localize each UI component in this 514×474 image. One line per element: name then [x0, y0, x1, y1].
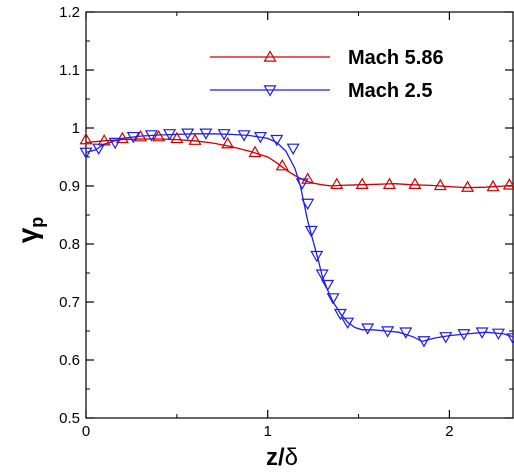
- data-point-marker: [133, 129, 148, 142]
- data-point-marker: [433, 178, 447, 191]
- triangle-up-icon: [263, 50, 277, 62]
- data-point-marker: [152, 129, 166, 142]
- data-point-marker: [341, 317, 355, 330]
- y-tick-label: 0.7: [59, 294, 80, 311]
- data-point-marker: [417, 336, 431, 348]
- y-tick-label: 1: [72, 120, 80, 137]
- data-point-marker: [321, 279, 335, 292]
- data-point-marker: [92, 143, 106, 156]
- data-point-marker: [144, 130, 158, 142]
- data-point-marker: [217, 129, 231, 141]
- data-point-marker: [79, 147, 93, 160]
- data-point-marker: [237, 130, 251, 142]
- data-point-marker: [439, 332, 453, 344]
- y-tick-label: 0.8: [59, 236, 80, 253]
- data-point-marker: [461, 180, 475, 192]
- axis-ticks: [85, 11, 513, 419]
- data-point-marker: [506, 333, 514, 345]
- data-point-marker: [408, 177, 422, 189]
- y-tick-label: 0.9: [59, 178, 80, 195]
- data-point-marker: [115, 131, 129, 144]
- plot-frame: [85, 11, 514, 419]
- data-point-marker: [502, 178, 514, 190]
- x-tick-label: 2: [445, 423, 453, 440]
- legend: Mach 5.86 Mach 2.5: [210, 47, 444, 102]
- data-point-marker: [355, 177, 369, 189]
- data-point-marker: [315, 269, 329, 281]
- axis-tick-labels: 0.5 0.6 0.7 0.8 0.9 1 1.1 1.2 0 1 2: [59, 4, 453, 440]
- y-tick-label: 1.2: [59, 4, 80, 21]
- data-point-marker: [301, 198, 315, 211]
- data-point-marker: [79, 132, 93, 145]
- series-line-mach-2-5: [86, 133, 514, 343]
- data-point-marker: [304, 225, 318, 238]
- data-point-marker: [491, 328, 505, 341]
- x-tick-label: 0: [82, 423, 90, 440]
- y-axis-title: γp: [12, 217, 47, 244]
- data-point-marker: [163, 129, 177, 141]
- legend-label: Mach 5.86: [348, 47, 444, 69]
- data-point-marker: [270, 134, 284, 147]
- series-markers: [79, 128, 514, 348]
- data-point-marker: [381, 326, 395, 338]
- data-point-marker: [286, 143, 300, 156]
- y-tick-label: 1.1: [59, 62, 80, 79]
- x-axis-title: z/δ: [266, 444, 298, 471]
- plot-border: [85, 11, 514, 419]
- data-point-marker: [275, 158, 289, 171]
- data-point-marker: [333, 308, 347, 321]
- y-tick-label: 0.5: [59, 410, 80, 427]
- svg-text:γp: γp: [12, 217, 47, 244]
- data-point-marker: [330, 177, 344, 189]
- data-point-marker: [486, 179, 500, 192]
- data-point-marker: [382, 177, 396, 189]
- data-point-marker: [188, 133, 202, 145]
- data-point-marker: [170, 131, 184, 144]
- y-tick-label: 0.6: [59, 352, 80, 369]
- data-point-marker: [181, 128, 195, 140]
- data-point-marker: [310, 250, 324, 263]
- triangle-down-icon: [263, 85, 277, 97]
- data-point-marker: [295, 178, 309, 190]
- data-point-marker: [108, 137, 122, 150]
- data-point-marker: [199, 128, 213, 140]
- data-point-marker: [475, 327, 489, 339]
- data-point-marker: [301, 172, 315, 184]
- data-point-marker: [248, 145, 262, 158]
- series-line-mach-5-86: [86, 138, 514, 189]
- data-point-marker: [457, 329, 471, 341]
- series-lines: [86, 133, 514, 343]
- data-point-marker: [399, 327, 413, 339]
- x-tick-label: 1: [264, 423, 272, 440]
- data-point-marker: [361, 323, 375, 335]
- data-point-marker: [326, 293, 340, 305]
- data-point-marker: [253, 131, 267, 144]
- data-point-marker: [221, 136, 235, 149]
- legend-label: Mach 2.5: [348, 80, 432, 102]
- data-point-marker: [126, 131, 140, 144]
